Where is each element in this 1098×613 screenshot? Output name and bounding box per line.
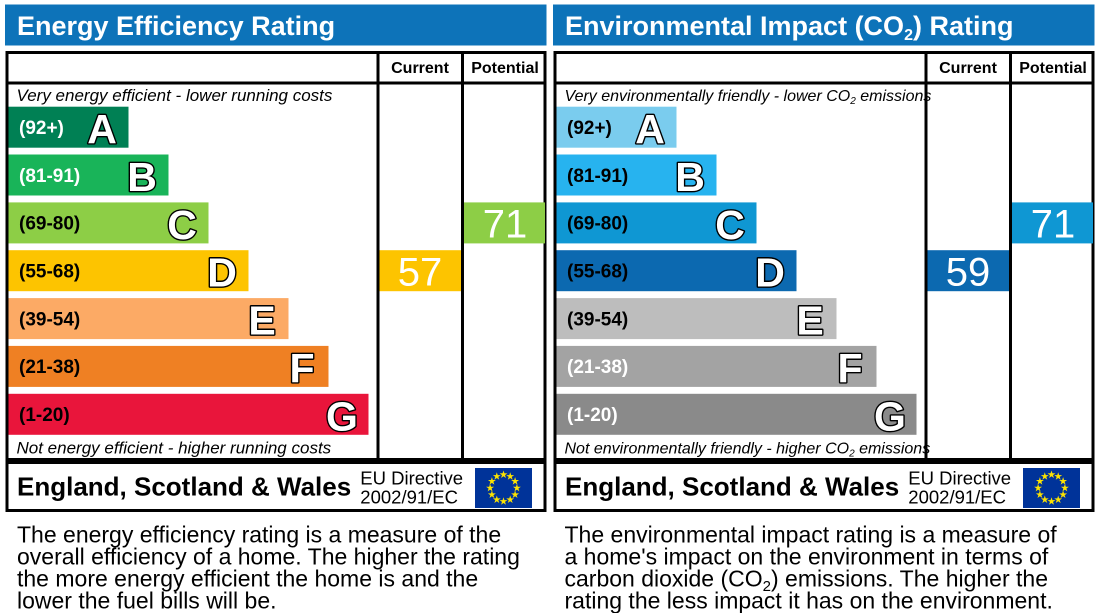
svg-text:F: F xyxy=(837,345,862,391)
svg-text:(39-54): (39-54) xyxy=(567,309,628,330)
svg-text:EU Directive: EU Directive xyxy=(908,468,1011,489)
svg-text:EU Directive: EU Directive xyxy=(360,468,463,489)
svg-text:2002/91/EC: 2002/91/EC xyxy=(908,487,1006,508)
svg-text:(21-38): (21-38) xyxy=(567,357,628,378)
svg-text:D: D xyxy=(207,250,237,296)
svg-text:Environmental Impact (CO2) Rat: Environmental Impact (CO2) Rating xyxy=(565,11,1013,44)
svg-text:G: G xyxy=(326,393,358,439)
svg-text:F: F xyxy=(289,345,314,391)
svg-text:(69-80): (69-80) xyxy=(567,214,628,235)
svg-text:The environmental impact ratin: The environmental impact rating is a mea… xyxy=(565,521,1058,547)
svg-text:(39-54): (39-54) xyxy=(19,309,80,330)
svg-text:(69-80): (69-80) xyxy=(19,214,80,235)
svg-text:E: E xyxy=(796,298,823,344)
svg-text:Energy Efficiency Rating: Energy Efficiency Rating xyxy=(17,11,335,41)
svg-text:(92+): (92+) xyxy=(567,118,612,139)
svg-text:E: E xyxy=(248,298,275,344)
svg-text:A: A xyxy=(87,106,117,152)
svg-text:rating the less impact it has: rating the less impact it has on the env… xyxy=(565,587,1053,613)
svg-text:a home's impact on the environ: a home's impact on the environment in te… xyxy=(565,543,1049,569)
svg-text:(55-68): (55-68) xyxy=(567,262,628,283)
svg-text:(92+): (92+) xyxy=(19,118,64,139)
svg-text:(1-20): (1-20) xyxy=(19,405,70,426)
svg-text:Very energy efficient - lower: Very energy efficient - lower running co… xyxy=(17,86,333,105)
svg-text:Current: Current xyxy=(391,60,449,77)
svg-text:The energy efficiency rating i: The energy efficiency rating is a measur… xyxy=(17,521,501,547)
svg-text:57: 57 xyxy=(398,250,443,294)
svg-text:Very environmentally friendly: Very environmentally friendly - lower CO… xyxy=(565,88,932,107)
svg-text:overall efficiency of a home.: overall efficiency of a home. The higher… xyxy=(17,543,520,569)
svg-text:Potential: Potential xyxy=(1019,60,1087,77)
svg-text:England, Scotland & Wales: England, Scotland & Wales xyxy=(17,472,351,502)
svg-text:Current: Current xyxy=(939,60,997,77)
svg-text:(81-91): (81-91) xyxy=(19,166,80,187)
svg-text:Not environmentally friendly -: Not environmentally friendly - higher CO… xyxy=(565,441,931,460)
svg-text:C: C xyxy=(715,202,745,248)
svg-text:(81-91): (81-91) xyxy=(567,166,628,187)
svg-text:(1-20): (1-20) xyxy=(567,405,618,426)
svg-text:A: A xyxy=(635,106,665,152)
svg-text:D: D xyxy=(755,250,785,296)
svg-text:Potential: Potential xyxy=(471,60,539,77)
svg-text:the more energy efficient the: the more energy efficient the home is an… xyxy=(17,565,478,591)
svg-text:2002/91/EC: 2002/91/EC xyxy=(360,487,458,508)
svg-text:71: 71 xyxy=(483,203,528,247)
svg-text:C: C xyxy=(167,202,197,248)
svg-text:carbon dioxide (CO2) emissions: carbon dioxide (CO2) emissions. The high… xyxy=(565,565,1049,595)
svg-text:71: 71 xyxy=(1031,203,1076,247)
svg-text:B: B xyxy=(675,154,705,200)
svg-text:(55-68): (55-68) xyxy=(19,262,80,283)
svg-text:G: G xyxy=(874,393,906,439)
svg-text:B: B xyxy=(127,154,157,200)
svg-text:(21-38): (21-38) xyxy=(19,357,80,378)
svg-text:Not energy efficient - higher: Not energy efficient - higher running co… xyxy=(17,439,332,458)
svg-text:59: 59 xyxy=(946,250,991,294)
svg-text:lower the fuel bills will be.: lower the fuel bills will be. xyxy=(17,587,277,613)
svg-text:England, Scotland & Wales: England, Scotland & Wales xyxy=(565,472,899,502)
